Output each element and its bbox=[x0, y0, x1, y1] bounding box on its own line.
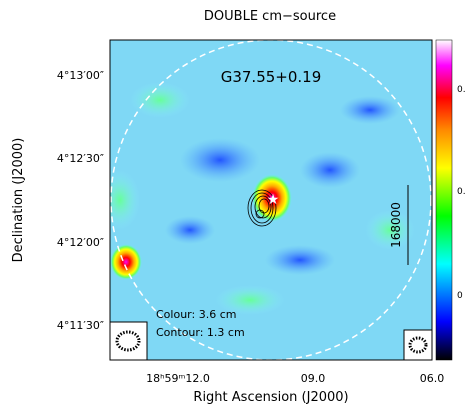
svg-text:★: ★ bbox=[267, 192, 280, 208]
colorbar-tick: 0. bbox=[457, 85, 466, 95]
legend: Colour: 3.6 cm bbox=[156, 308, 236, 321]
colorbar-tick: 0 bbox=[457, 291, 463, 301]
legend: Contour: 1.3 cm bbox=[156, 326, 245, 339]
y-axis-label: Declination (J2000) bbox=[11, 138, 26, 263]
source-name: G37.55+0.19 bbox=[221, 68, 322, 86]
y-tick-label: 4°12′00″ bbox=[57, 236, 104, 249]
colorbar bbox=[435, 39, 453, 361]
title: DOUBLE cm−source bbox=[204, 9, 336, 24]
frame bbox=[109, 39, 433, 361]
y-tick-label: 4°13′00″ bbox=[57, 69, 104, 82]
colorbar-tick: 0. bbox=[457, 187, 466, 197]
x-tick-label: 09.0 bbox=[301, 372, 326, 385]
x-tick-label: 18ʰ59ᵐ12.0 bbox=[146, 372, 210, 385]
scale-bar-label: 168000 bbox=[389, 202, 403, 248]
y-tick-label: 4°11′30″ bbox=[57, 319, 104, 332]
map: ★ bbox=[110, 40, 432, 360]
x-tick-label: 06.0 bbox=[420, 372, 445, 385]
x-axis-label: Right Ascension (J2000) bbox=[193, 390, 348, 405]
y-tick-label: 4°12′30″ bbox=[57, 152, 104, 165]
